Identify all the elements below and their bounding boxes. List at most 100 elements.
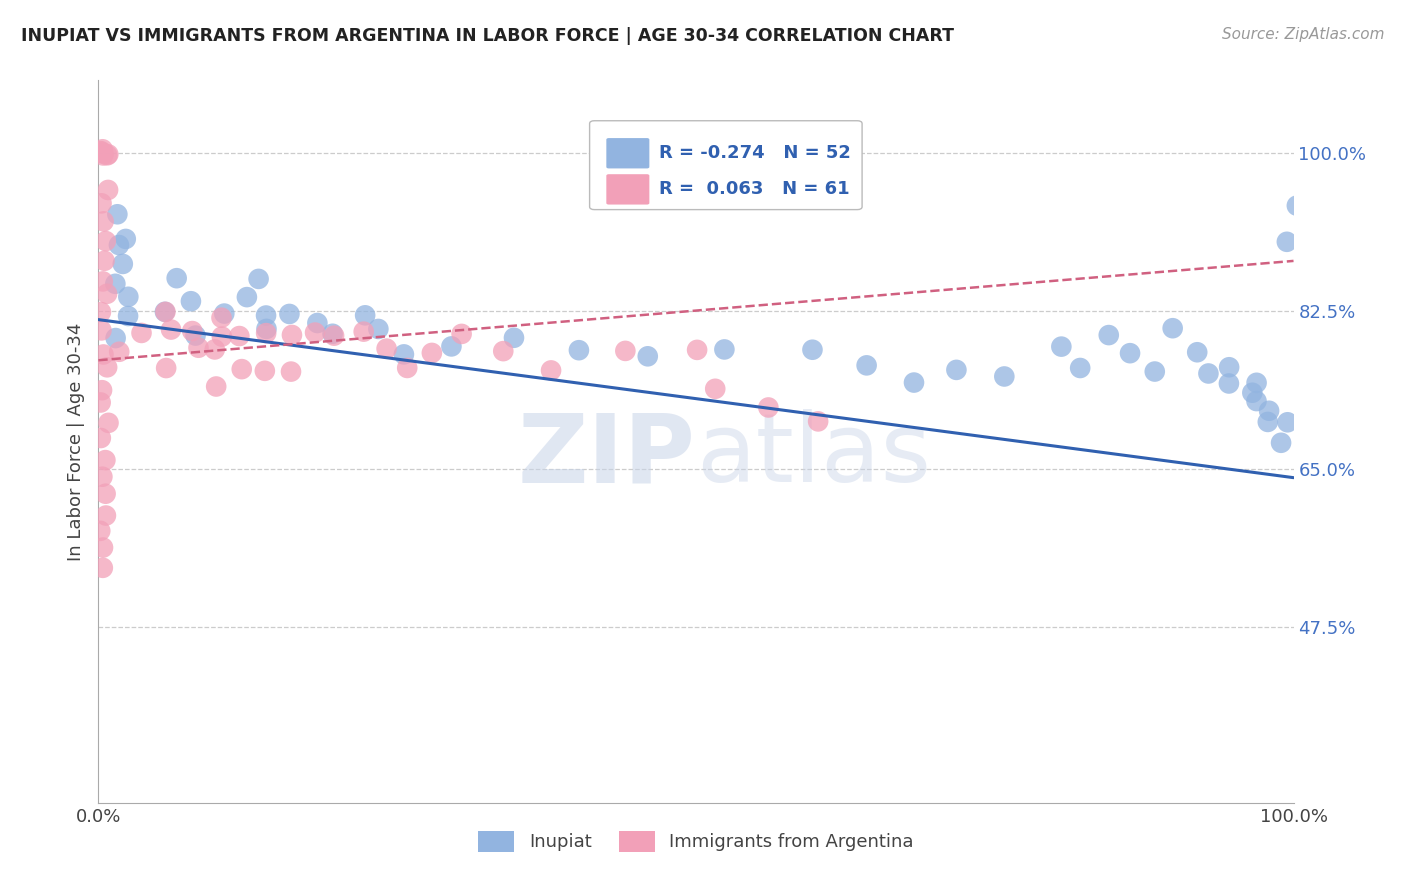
Point — [1187, 345, 1209, 359]
Text: R =  0.063   N = 61: R = 0.063 N = 61 — [659, 179, 849, 198]
Point — [1285, 199, 1308, 213]
Point — [807, 414, 830, 428]
Point — [1143, 365, 1166, 379]
Point — [96, 148, 118, 162]
Point — [153, 305, 176, 319]
Point — [1218, 376, 1240, 391]
Point — [492, 344, 515, 359]
Point — [211, 329, 233, 343]
Point — [323, 328, 346, 343]
Point — [104, 277, 127, 291]
Point — [93, 347, 115, 361]
Point — [392, 347, 415, 361]
Point — [131, 326, 153, 340]
Point — [89, 524, 111, 538]
Point — [637, 349, 659, 363]
Point — [104, 331, 127, 345]
Point — [91, 274, 114, 288]
Point — [97, 416, 120, 430]
Point — [91, 469, 114, 483]
Point — [236, 290, 259, 304]
Y-axis label: In Labor Force | Age 30-34: In Labor Force | Age 30-34 — [66, 322, 84, 561]
Point — [94, 453, 117, 467]
Point — [155, 305, 177, 319]
Point — [704, 382, 727, 396]
Point — [96, 286, 118, 301]
Point — [94, 487, 117, 501]
Point — [91, 142, 114, 156]
Point — [90, 196, 112, 211]
Point — [420, 346, 443, 360]
Point — [90, 431, 112, 445]
Point — [993, 369, 1015, 384]
Point — [540, 363, 562, 377]
Point — [1218, 360, 1240, 375]
Point — [97, 147, 120, 161]
Point — [93, 146, 115, 161]
Point — [204, 343, 226, 357]
Point — [228, 329, 250, 343]
Point — [205, 379, 228, 393]
Point — [231, 362, 253, 376]
Point — [1098, 328, 1121, 343]
Point — [114, 232, 136, 246]
Point — [91, 383, 114, 397]
Point — [254, 326, 277, 340]
Point — [166, 271, 188, 285]
Point — [1270, 435, 1292, 450]
Point — [117, 290, 139, 304]
Point — [90, 145, 112, 159]
FancyBboxPatch shape — [589, 120, 862, 210]
Point — [280, 365, 302, 379]
Point — [90, 305, 112, 319]
Text: INUPIAT VS IMMIGRANTS FROM ARGENTINA IN LABOR FORCE | AGE 30-34 CORRELATION CHAR: INUPIAT VS IMMIGRANTS FROM ARGENTINA IN … — [21, 27, 955, 45]
Point — [93, 253, 115, 268]
Text: atlas: atlas — [696, 409, 931, 502]
Point — [1258, 404, 1281, 418]
Point — [247, 272, 270, 286]
Point — [396, 360, 419, 375]
Point — [214, 307, 236, 321]
Point — [1161, 321, 1184, 335]
Point — [254, 309, 277, 323]
Point — [304, 326, 326, 340]
Point — [1241, 385, 1264, 400]
Point — [1275, 235, 1298, 249]
Point — [281, 328, 304, 343]
Point — [1246, 394, 1268, 409]
FancyBboxPatch shape — [606, 174, 650, 204]
Point — [686, 343, 709, 357]
Point — [440, 339, 463, 353]
Point — [256, 322, 278, 336]
Point — [91, 148, 114, 162]
Point — [90, 323, 112, 337]
Point — [450, 326, 472, 341]
Point — [108, 344, 131, 359]
Point — [160, 322, 183, 336]
Point — [211, 310, 233, 325]
Point — [375, 342, 398, 356]
Point — [1277, 415, 1299, 429]
Point — [1069, 361, 1091, 376]
Point — [105, 207, 128, 221]
Point — [117, 309, 139, 323]
Point — [90, 395, 112, 409]
Point — [353, 325, 375, 339]
Point — [187, 341, 209, 355]
Point — [155, 361, 177, 376]
Point — [855, 359, 877, 373]
Point — [184, 328, 207, 343]
Point — [94, 508, 117, 523]
Text: R = -0.274   N = 52: R = -0.274 N = 52 — [659, 144, 851, 161]
Text: ZIP: ZIP — [517, 409, 696, 502]
Point — [94, 234, 117, 248]
Point — [713, 343, 735, 357]
Point — [614, 343, 637, 358]
Point — [1197, 367, 1219, 381]
Point — [253, 364, 276, 378]
Text: Source: ZipAtlas.com: Source: ZipAtlas.com — [1222, 27, 1385, 42]
Point — [96, 360, 118, 375]
Point — [93, 214, 115, 228]
Point — [91, 541, 114, 555]
Point — [1257, 415, 1279, 429]
